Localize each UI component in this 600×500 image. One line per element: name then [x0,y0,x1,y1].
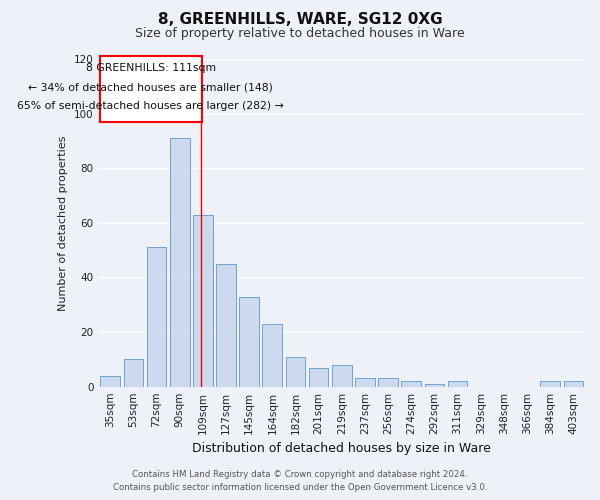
Text: 8 GREENHILLS: 111sqm: 8 GREENHILLS: 111sqm [86,63,216,73]
Bar [262,324,282,386]
Bar [401,381,421,386]
Bar [193,214,212,386]
Bar [378,378,398,386]
Bar [170,138,190,386]
Text: 65% of semi-detached houses are larger (282) →: 65% of semi-detached houses are larger (… [17,102,284,112]
Bar [216,264,236,386]
Text: Contains HM Land Registry data © Crown copyright and database right 2024.
Contai: Contains HM Land Registry data © Crown c… [113,470,487,492]
Bar [286,356,305,386]
Bar [541,381,560,386]
Bar [239,296,259,386]
Text: Size of property relative to detached houses in Ware: Size of property relative to detached ho… [135,28,465,40]
FancyBboxPatch shape [100,56,202,122]
Bar [124,360,143,386]
Bar [355,378,375,386]
Text: ← 34% of detached houses are smaller (148): ← 34% of detached houses are smaller (14… [28,82,273,92]
X-axis label: Distribution of detached houses by size in Ware: Distribution of detached houses by size … [193,442,491,455]
Bar [146,248,166,386]
Y-axis label: Number of detached properties: Number of detached properties [58,135,68,310]
Bar [332,365,352,386]
Text: 8, GREENHILLS, WARE, SG12 0XG: 8, GREENHILLS, WARE, SG12 0XG [158,12,442,28]
Bar [563,381,583,386]
Bar [448,381,467,386]
Bar [100,376,120,386]
Bar [309,368,328,386]
Bar [425,384,444,386]
